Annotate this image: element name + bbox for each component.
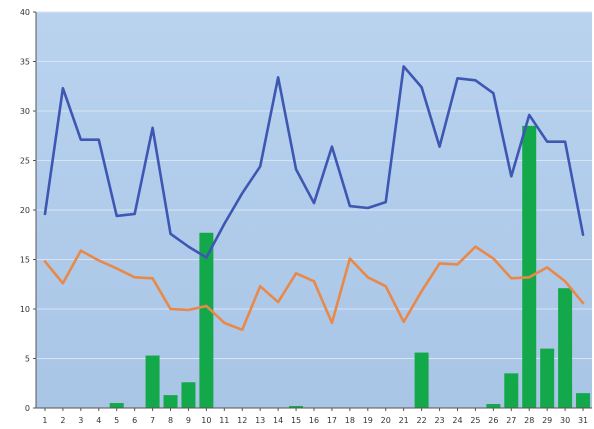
line-layer: [43, 65, 585, 332]
x-tick-label: 5: [114, 416, 119, 425]
x-tick-label: 4: [96, 416, 101, 425]
bar-day-27: [504, 373, 519, 408]
x-tick-label: 23: [434, 416, 444, 425]
x-tick-label: 31: [578, 416, 588, 425]
y-tick-label: 0: [25, 404, 30, 413]
x-tick-label: 7: [150, 416, 155, 425]
x-tick-label: 29: [542, 416, 552, 425]
bar-day-15: [289, 406, 304, 408]
y-tick-label: 5: [25, 355, 30, 364]
x-tick-label: 12: [237, 416, 247, 425]
x-tick-label: 10: [201, 416, 211, 425]
x-tick-label: 28: [524, 416, 534, 425]
x-tick-label: 14: [273, 416, 283, 425]
x-tick-label: 16: [309, 416, 319, 425]
x-tick-label: 18: [345, 416, 355, 425]
x-tick-label: 30: [560, 416, 570, 425]
x-tick-label: 22: [417, 416, 427, 425]
series-line-2: [43, 245, 585, 332]
bar-day-22: [414, 352, 429, 408]
bar-day-28: [522, 125, 537, 408]
grid-layer: [36, 11, 592, 359]
bar-day-31: [576, 393, 591, 408]
x-tick-label: 8: [168, 416, 173, 425]
x-tick-label: 26: [488, 416, 498, 425]
y-tick-label: 40: [20, 8, 30, 17]
bar-day-29: [540, 348, 555, 408]
x-tick-label: 15: [291, 416, 301, 425]
y-tick-label: 20: [20, 206, 30, 215]
bar-layer: [109, 125, 591, 408]
x-tick-label: 20: [381, 416, 391, 425]
x-tick-label: 27: [506, 416, 516, 425]
x-tick-label: 17: [327, 416, 337, 425]
x-tick-label: 24: [452, 416, 462, 425]
x-tick-label: 21: [399, 416, 409, 425]
x-tick-label: 25: [470, 416, 480, 425]
x-tick-label: 11: [219, 416, 229, 425]
x-tick-label: 1: [42, 416, 47, 425]
series-line-1: [43, 65, 585, 259]
bar-day-7: [145, 355, 160, 408]
y-tick-label: 25: [20, 157, 30, 166]
bar-day-9: [181, 382, 196, 408]
y-tick-label: 15: [20, 256, 30, 265]
y-tick-label: 10: [20, 305, 30, 314]
x-tick-label: 2: [60, 416, 65, 425]
y-tick-label: 30: [20, 107, 30, 116]
bar-day-30: [558, 288, 573, 408]
bar-day-10: [199, 232, 214, 408]
x-tick-label: 9: [186, 416, 191, 425]
bar-day-8: [163, 395, 178, 408]
x-tick-label: 6: [132, 416, 137, 425]
bar-day-5: [109, 403, 124, 408]
x-tick-label: 19: [363, 416, 373, 425]
bar-day-26: [486, 404, 501, 408]
y-tick-label: 35: [20, 58, 30, 67]
x-tick-label: 3: [78, 416, 83, 425]
x-tick-label: 13: [255, 416, 265, 425]
